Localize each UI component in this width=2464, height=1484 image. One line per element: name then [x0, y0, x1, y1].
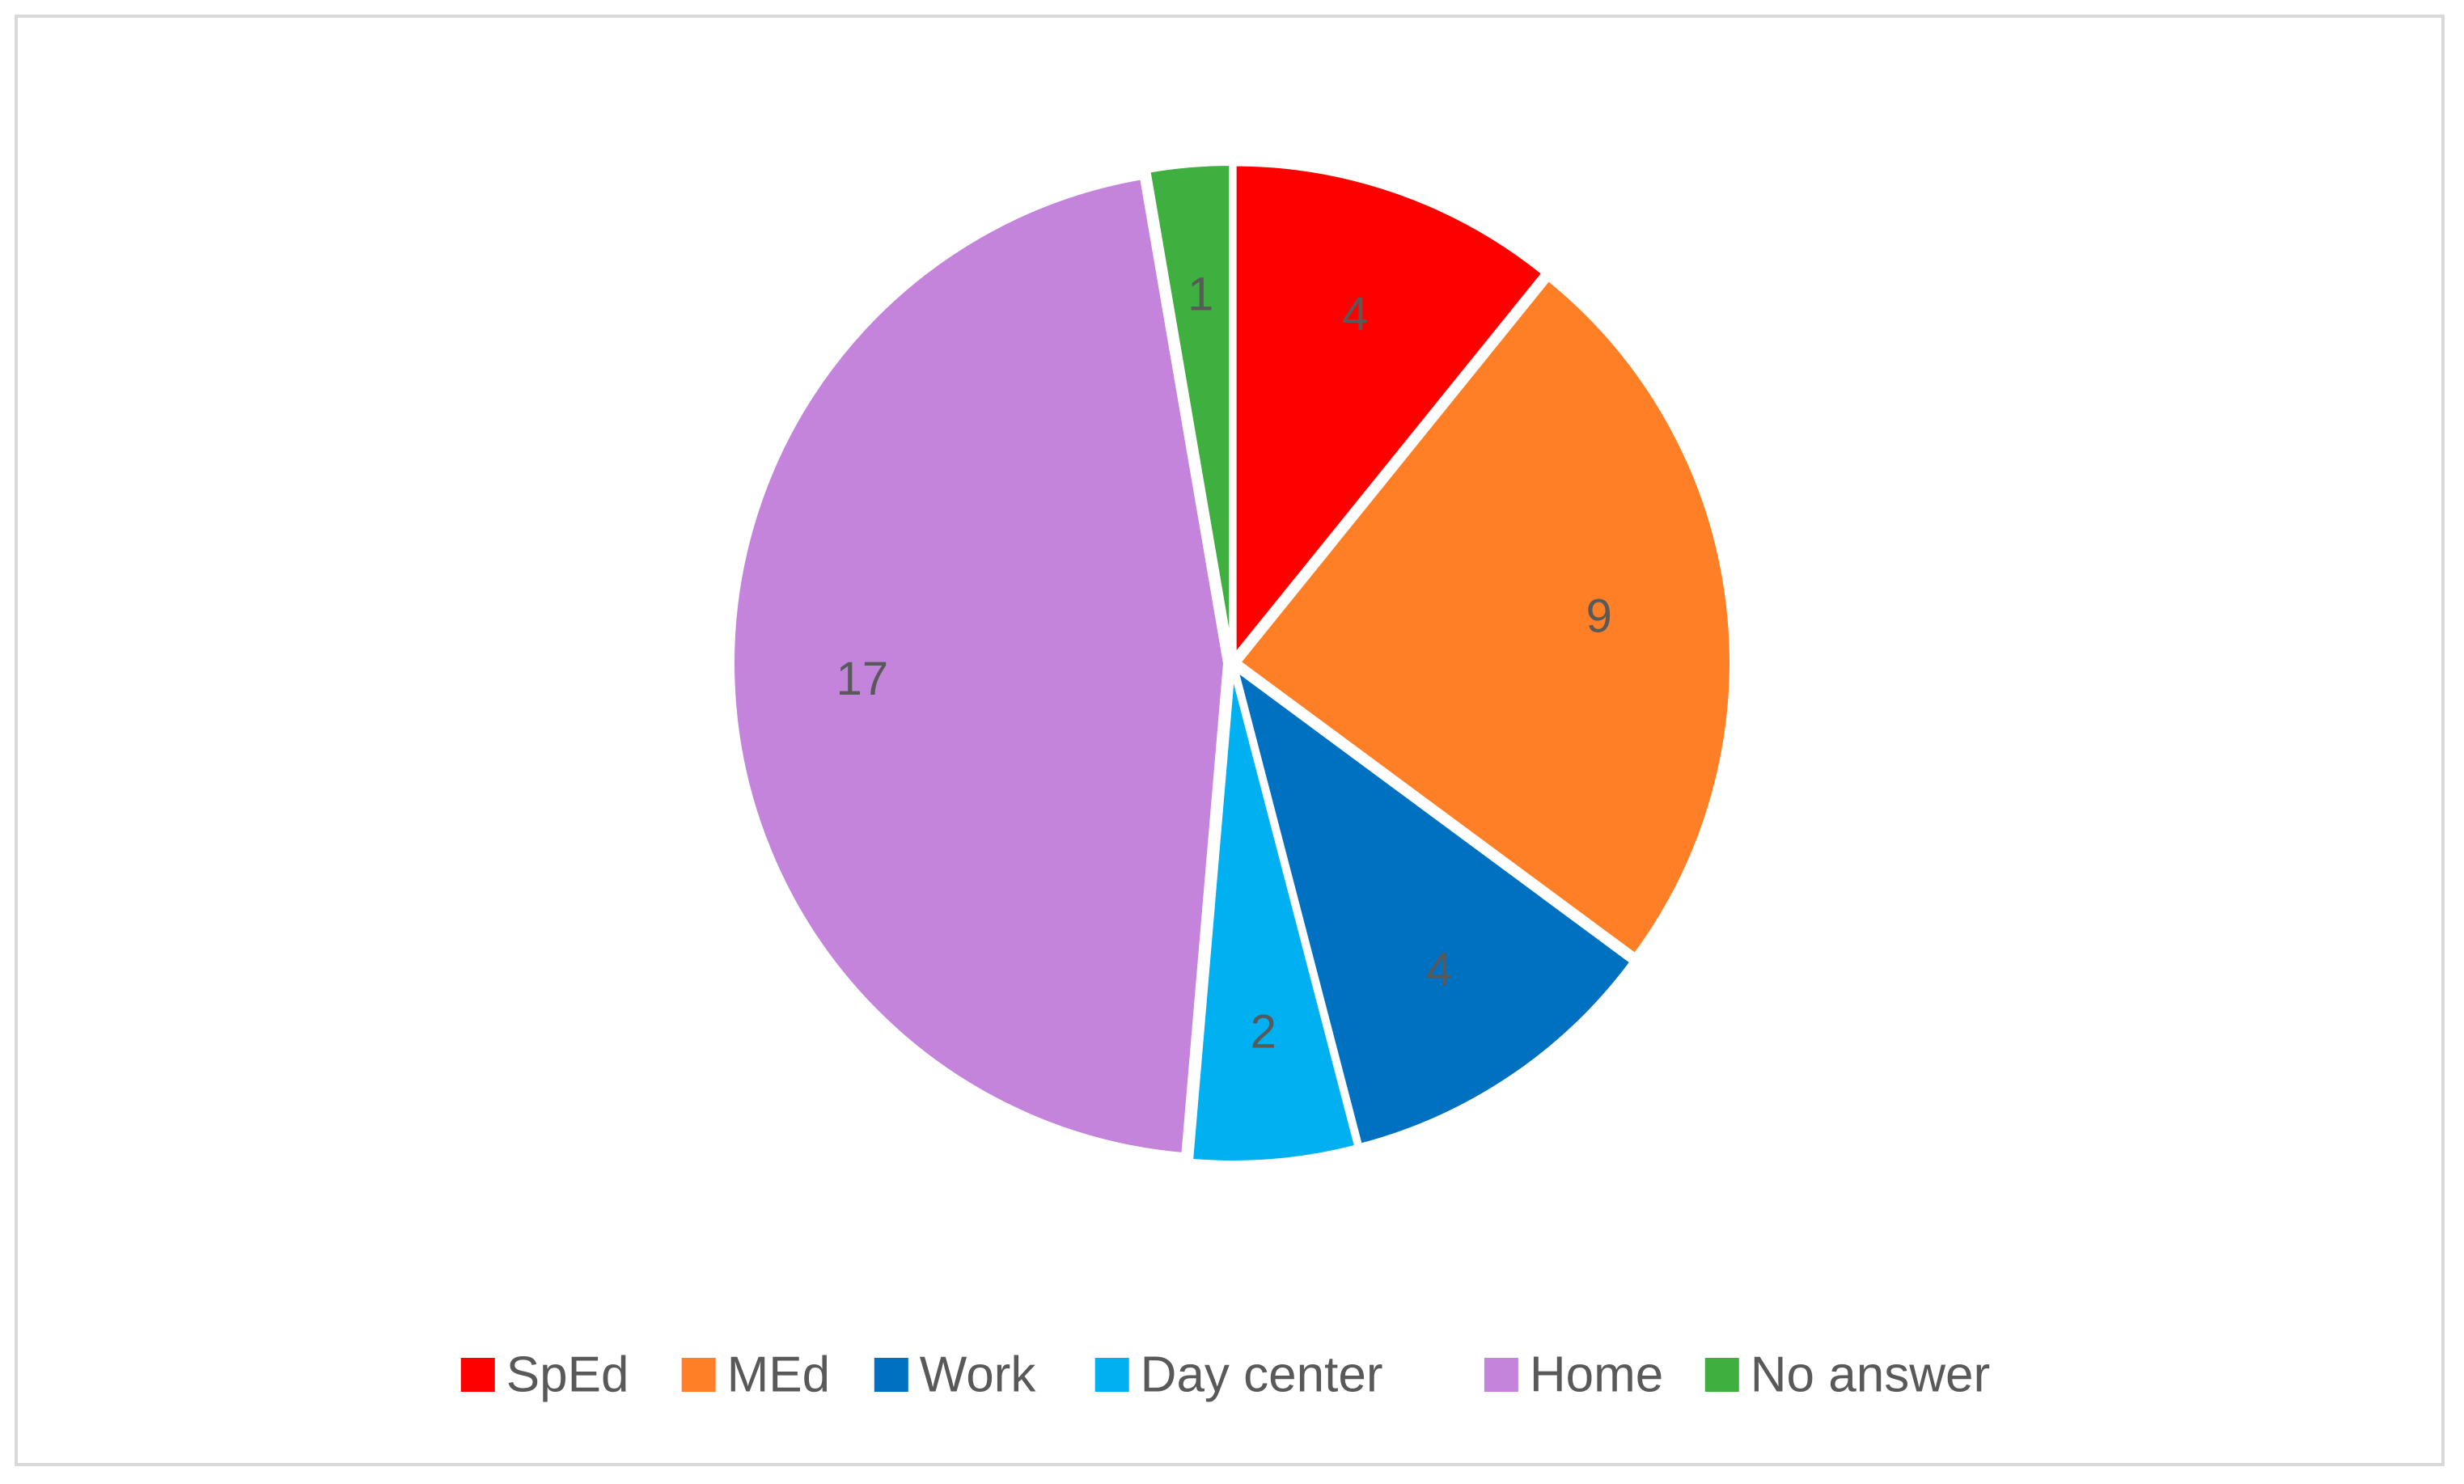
legend-item-sped: SpEd: [460, 1347, 629, 1403]
data-label-no-answer: 1: [1188, 268, 1213, 321]
data-label-home: 17: [836, 653, 889, 705]
legend-item-home: Home: [1484, 1347, 1663, 1403]
pie-slices: [730, 161, 1734, 1165]
pie-slice-med: [1235, 276, 1734, 958]
legend-swatch-sped: [460, 1358, 495, 1392]
legend-swatch-no-answer: [1704, 1358, 1739, 1392]
pie-slice-no-answer: [1145, 161, 1234, 660]
pie-slice-day-center: [1188, 666, 1360, 1165]
legend-swatch-med: [681, 1358, 716, 1392]
legend: SpEd MEd Work Day center Home No answer: [460, 1347, 1990, 1403]
data-label-work: 4: [1426, 944, 1452, 996]
legend-swatch-work: [874, 1358, 908, 1392]
data-label-sped: 4: [1342, 288, 1368, 340]
legend-label-day-center: Day center: [1141, 1347, 1383, 1403]
data-label-day-center: 2: [1251, 1005, 1276, 1058]
legend-swatch-day-center: [1094, 1358, 1129, 1392]
legend-label-med: MEd: [727, 1347, 830, 1403]
legend-swatch-home: [1484, 1358, 1518, 1392]
legend-item-work: Work: [874, 1347, 1037, 1403]
legend-item-no-answer: No answer: [1704, 1347, 1990, 1403]
pie-data-labels: 4 9 4 2 17 1: [836, 268, 1612, 1059]
data-label-med: 9: [1586, 590, 1612, 642]
pie-slice-sped: [1231, 161, 1547, 660]
legend-label-home: Home: [1530, 1347, 1663, 1403]
pie-slice-home: [730, 175, 1229, 1158]
pie-slice-work: [1233, 666, 1635, 1148]
legend-label-work: Work: [920, 1347, 1037, 1403]
legend-item-med: MEd: [681, 1347, 830, 1403]
legend-item-day-center: Day center: [1094, 1347, 1383, 1403]
legend-label-no-answer: No answer: [1751, 1347, 1990, 1403]
legend-label-sped: SpEd: [506, 1347, 629, 1403]
